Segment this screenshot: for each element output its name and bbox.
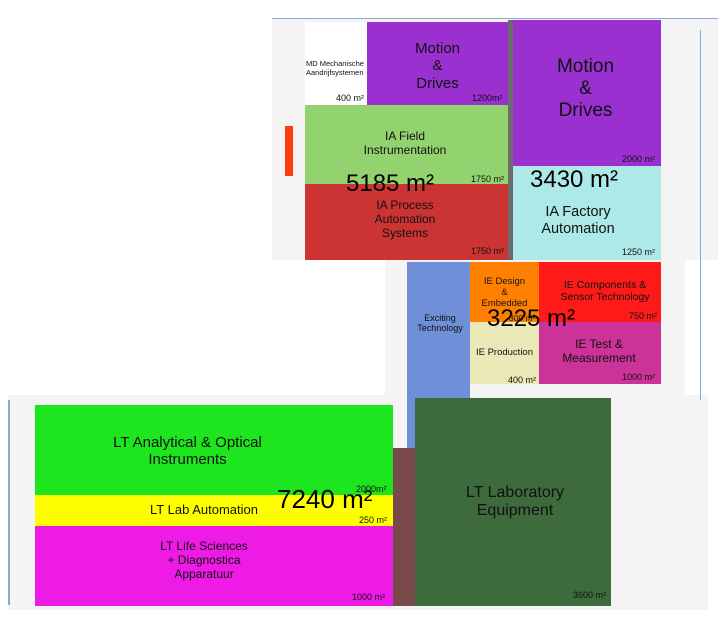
- zone-ie-design[interactable]: [470, 262, 539, 322]
- hall-total-ia: 5185 m²: [346, 170, 435, 197]
- zone-ie-test-label: IE Test & Measurement: [562, 337, 636, 365]
- zone-lt-life-sciences-label: LT Life Sciences + Diagnostica Apparatuu…: [160, 539, 248, 581]
- zone-motion-drives-2-label: Motion & Drives: [556, 56, 615, 121]
- zone-md-mechanische-label: MD Mechanische Aandrijfsystemen: [306, 59, 364, 77]
- zone-motion-drives-2-area: 2000 m²: [622, 154, 656, 164]
- zone-motion-drives-2[interactable]: [513, 20, 661, 166]
- zone-ie-production-area: 400 m²: [508, 375, 537, 385]
- zone-lt-laboratory[interactable]: [415, 398, 611, 606]
- zone-ie-components-label: IE Components & Sensor Technology: [560, 279, 650, 304]
- zone-lt-analytical-label: LT Analytical & Optical Instruments: [113, 434, 262, 469]
- zone-ia-factory[interactable]: [513, 166, 661, 260]
- zone-ia-process[interactable]: [305, 184, 508, 260]
- zone-exciting-technology-label: Exciting Technology: [417, 313, 463, 334]
- zone-lt-lab-automation-label: LT Lab Automation: [150, 502, 258, 517]
- divider-wall-top: [508, 20, 513, 260]
- zone-ia-factory-label: IA Factory Automation: [541, 204, 615, 237]
- zone-ia-process-label: IA Process Automation Systems: [374, 198, 436, 240]
- plan-line-left-bottom: [8, 400, 10, 605]
- zone-lt-life-sciences-area: 1000 m²: [352, 592, 386, 602]
- zone-ie-test-area: 1000 m²: [622, 372, 656, 382]
- divider-wall-bottom: [393, 448, 415, 606]
- zone-ia-factory-area: 1250 m²: [622, 247, 656, 257]
- zone-ia-process-area: 1750 m²: [471, 246, 505, 256]
- hall-total-ie: 3225 m²: [487, 305, 576, 332]
- zone-lt-lab-automation[interactable]: [35, 495, 393, 526]
- zone-ie-design-area: 300 m²: [509, 313, 536, 323]
- zone-ie-test[interactable]: [539, 322, 661, 384]
- zone-md-mechanische-area: 400 m²: [336, 93, 365, 103]
- zone-lt-laboratory-label: LT Laboratory Equipment: [465, 484, 565, 520]
- zone-motion-drives-1-area: 1200m²: [472, 93, 503, 103]
- zone-lt-laboratory-area: 3600 m²: [573, 590, 607, 600]
- zone-ie-components[interactable]: [539, 262, 661, 322]
- zone-md-mechanische[interactable]: [305, 22, 367, 105]
- hall-total-md: 3430 m²: [530, 166, 619, 193]
- plan-line-right: [700, 30, 701, 400]
- zone-ia-field[interactable]: [305, 105, 508, 184]
- zone-lt-analytical[interactable]: [35, 405, 393, 495]
- zone-lt-life-sciences[interactable]: [35, 526, 393, 606]
- zone-ie-components-area: 750 m²: [629, 311, 658, 321]
- zone-ie-production[interactable]: [470, 322, 539, 384]
- zone-lt-lab-automation-area: 250 m²: [359, 515, 388, 525]
- zone-ie-production-label: IE Production: [475, 347, 534, 358]
- hall-total-lt: 7240 m²: [277, 484, 373, 514]
- zone-motion-drives-1-label: Motion & Drives: [414, 40, 461, 92]
- zone-motion-drives-1[interactable]: [367, 22, 508, 105]
- zone-ia-field-label: IA Field Instrumentation: [363, 129, 447, 157]
- zone-ia-field-area: 1750 m²: [471, 174, 505, 184]
- zone-lt-analytical-area: 2000m²: [356, 484, 387, 494]
- plan-line-top: [272, 18, 718, 19]
- zone-ie-design-label: IE Design & Embedded: [481, 276, 528, 309]
- red-column-marker: [285, 126, 293, 176]
